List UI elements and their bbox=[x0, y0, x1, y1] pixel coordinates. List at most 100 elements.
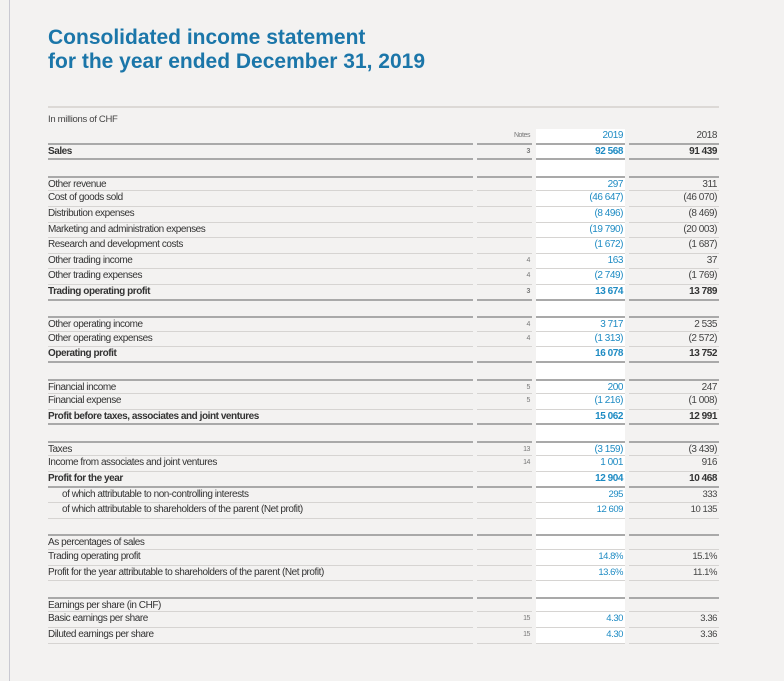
row-value-2018: 247 bbox=[629, 378, 719, 395]
row-label: Other trading income bbox=[48, 254, 473, 270]
row-value-2018 bbox=[629, 160, 719, 176]
income-statement-table: Notes 2019 2018 Sales 3 92 568 91 439 Other … bbox=[48, 129, 719, 644]
row-value-2018: (8 469) bbox=[629, 207, 719, 223]
table-row: Income from associates and joint venture… bbox=[48, 456, 719, 473]
row-notes: 14 bbox=[477, 456, 532, 473]
row-notes: 5 bbox=[477, 378, 532, 395]
table-row: Profit for the year 12 904 10 468 bbox=[48, 472, 719, 488]
row-label: Trading operating profit bbox=[48, 550, 473, 566]
table-row: of which attributable to shareholders of… bbox=[48, 503, 719, 519]
table-row: Basic earnings per share 15 4.30 3.36 bbox=[48, 612, 719, 628]
row-label: Earnings per share (in CHF) bbox=[48, 596, 473, 613]
row-label: Trading operating profit bbox=[48, 285, 473, 301]
title-line-2: for the year ended December 31, 2019 bbox=[48, 50, 426, 73]
row-value-2019 bbox=[536, 301, 625, 317]
header-2018: 2018 bbox=[629, 129, 719, 145]
row-notes bbox=[477, 207, 532, 223]
row-value-2019: 3 717 bbox=[536, 316, 625, 332]
row-value-2019: (19 790) bbox=[536, 223, 625, 239]
row-value-2018: 333 bbox=[629, 488, 719, 504]
table-row: Trading operating profit 14.8% 15.1% bbox=[48, 550, 719, 566]
row-value-2019: 163 bbox=[536, 254, 625, 270]
row-notes bbox=[477, 425, 532, 441]
row-label: Diluted earnings per share bbox=[48, 628, 473, 644]
row-notes bbox=[477, 301, 532, 317]
row-value-2019 bbox=[536, 363, 625, 379]
row-value-2019: (1 672) bbox=[536, 238, 625, 254]
row-value-2019: (2 749) bbox=[536, 269, 625, 285]
row-value-2019: 12 904 bbox=[536, 472, 625, 488]
table-row: Cost of goods sold (46 647) (46 070) bbox=[48, 191, 719, 207]
row-notes: 3 bbox=[477, 145, 532, 161]
spacer-row bbox=[48, 519, 719, 535]
title-line-1: Consolidated income statement bbox=[48, 26, 366, 49]
table-row: Operating profit 16 078 13 752 bbox=[48, 347, 719, 363]
row-value-2018: 10 468 bbox=[629, 472, 719, 488]
row-notes: 13 bbox=[477, 440, 532, 457]
row-label: of which attributable to non-controlling… bbox=[48, 488, 473, 504]
table-row: Sales 3 92 568 91 439 bbox=[48, 145, 719, 161]
row-value-2018: (1 008) bbox=[629, 394, 719, 410]
row-label: of which attributable to shareholders of… bbox=[48, 503, 473, 519]
row-notes: 15 bbox=[477, 628, 532, 644]
row-value-2019: (8 496) bbox=[536, 207, 625, 223]
row-value-2018: 91 439 bbox=[629, 145, 719, 161]
table-row: Other operating income 4 3 717 2 535 bbox=[48, 316, 719, 332]
row-value-2019: 13 674 bbox=[536, 285, 625, 301]
row-notes: 5 bbox=[477, 394, 532, 410]
row-value-2018: 13 789 bbox=[629, 285, 719, 301]
row-value-2019 bbox=[536, 596, 625, 613]
spacer-row bbox=[48, 581, 719, 597]
row-notes: 4 bbox=[477, 332, 532, 348]
row-value-2018: (1 769) bbox=[629, 269, 719, 285]
row-value-2018: 12 991 bbox=[629, 410, 719, 426]
row-value-2018: 3.36 bbox=[629, 628, 719, 644]
row-value-2019: (1 216) bbox=[536, 394, 625, 410]
row-notes: 4 bbox=[477, 316, 532, 332]
row-value-2019: 200 bbox=[536, 378, 625, 395]
row-value-2019 bbox=[536, 519, 625, 535]
row-value-2019 bbox=[536, 581, 625, 597]
row-label: Distribution expenses bbox=[48, 207, 473, 223]
row-notes bbox=[477, 488, 532, 504]
row-value-2018: (2 572) bbox=[629, 332, 719, 348]
row-notes bbox=[477, 503, 532, 519]
table-row: Other trading income 4 163 37 bbox=[48, 254, 719, 270]
row-value-2019: 92 568 bbox=[536, 145, 625, 161]
row-notes bbox=[477, 363, 532, 379]
row-label: Operating profit bbox=[48, 347, 473, 363]
row-label: Basic earnings per share bbox=[48, 612, 473, 628]
row-value-2019: 4.30 bbox=[536, 612, 625, 628]
row-value-2019: 14.8% bbox=[536, 550, 625, 566]
row-label bbox=[48, 363, 473, 379]
table-row: Profit before taxes, associates and join… bbox=[48, 410, 719, 426]
row-value-2019: 12 609 bbox=[536, 503, 625, 519]
row-value-2019: (46 647) bbox=[536, 191, 625, 207]
table-row: Marketing and administration expenses (19… bbox=[48, 223, 719, 239]
row-value-2018: 15.1% bbox=[629, 550, 719, 566]
row-value-2019: (1 313) bbox=[536, 332, 625, 348]
table-row: Distribution expenses (8 496) (8 469) bbox=[48, 207, 719, 223]
row-value-2019 bbox=[536, 160, 625, 176]
row-label: Other operating income bbox=[48, 316, 473, 332]
row-label: Profit for the year bbox=[48, 472, 473, 488]
row-notes bbox=[477, 160, 532, 176]
row-label bbox=[48, 519, 473, 535]
table-header: Notes 2019 2018 bbox=[48, 129, 719, 145]
row-notes: 4 bbox=[477, 269, 532, 285]
row-value-2018: 11.1% bbox=[629, 566, 719, 582]
row-notes bbox=[477, 410, 532, 426]
row-notes: 3 bbox=[477, 285, 532, 301]
header-notes: Notes bbox=[477, 129, 532, 145]
row-value-2018: (1 687) bbox=[629, 238, 719, 254]
page-margin-rule bbox=[9, 0, 10, 681]
table-row: Financial expense 5 (1 216) (1 008) bbox=[48, 394, 719, 410]
row-label: Research and development costs bbox=[48, 238, 473, 254]
table-row: Other operating expenses 4 (1 313) (2 572) bbox=[48, 332, 719, 348]
table-row: Other trading expenses 4 (2 749) (1 769) bbox=[48, 269, 719, 285]
row-label: As percentages of sales bbox=[48, 534, 473, 551]
row-notes bbox=[477, 566, 532, 582]
current-year-column-highlight bbox=[536, 129, 625, 644]
row-notes bbox=[477, 596, 532, 613]
row-label: Sales bbox=[48, 145, 473, 161]
